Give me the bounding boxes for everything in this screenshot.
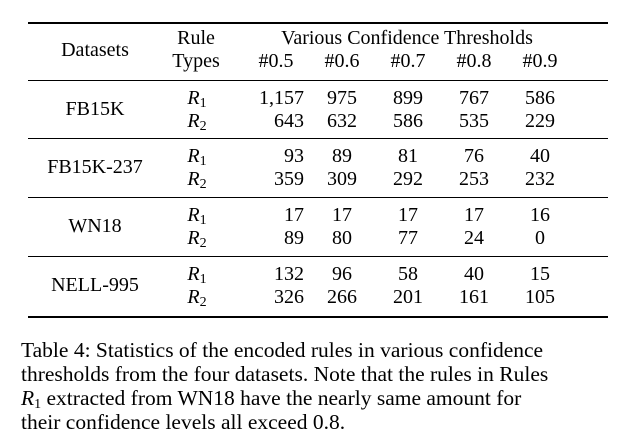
table-cell: 93 <box>284 145 304 167</box>
header-rule <box>28 80 608 81</box>
table-cell: 309 <box>327 168 357 190</box>
caption-line: R1 extracted from WN18 have the nearly s… <box>21 386 522 412</box>
table-cell: 105 <box>525 286 555 308</box>
caption-line: Table 4: Statistics of the encoded rules… <box>21 338 544 362</box>
rule-type: R1 <box>187 263 207 287</box>
table-cell: 16 <box>530 204 550 226</box>
table-cell: 40 <box>530 145 550 167</box>
table-cell: 643 <box>274 110 304 132</box>
table-cell: 359 <box>274 168 304 190</box>
group-rule <box>28 197 608 198</box>
table-cell: 586 <box>525 87 555 109</box>
header-threshold: #0.7 <box>390 50 426 72</box>
dataset-name: FB15K <box>65 98 125 120</box>
table-cell: 266 <box>327 286 357 308</box>
table-cell: 767 <box>459 87 489 109</box>
table-cell: 132 <box>274 263 304 285</box>
rule-type: R1 <box>187 204 207 228</box>
caption-math-symbol: R1 <box>21 386 42 412</box>
table-cell: 40 <box>464 263 484 285</box>
header-rule-types-line1: Rule <box>177 27 215 49</box>
caption-line: their confidence levels all exceed 0.8. <box>21 410 346 434</box>
table-cell: 76 <box>464 145 484 167</box>
header-threshold: #0.8 <box>456 50 492 72</box>
table-cell: 89 <box>284 227 304 249</box>
table-cell: 15 <box>530 263 550 285</box>
table-cell: 17 <box>332 204 352 226</box>
caption-line: thresholds from the four datasets. Note … <box>21 362 549 386</box>
table-cell: 89 <box>332 145 352 167</box>
table-cell: 899 <box>393 87 423 109</box>
table-cell: 201 <box>393 286 423 308</box>
table-bottom-rule <box>28 316 608 318</box>
table-cell: 24 <box>464 227 484 249</box>
rule-type: R2 <box>187 227 207 251</box>
table-cell: 632 <box>327 110 357 132</box>
rule-type: R2 <box>187 168 207 192</box>
group-rule <box>28 256 608 257</box>
table-cell: 326 <box>274 286 304 308</box>
table-cell: 586 <box>393 110 423 132</box>
table-cell: 229 <box>525 110 555 132</box>
rule-type: R2 <box>187 110 207 134</box>
table-cell: 232 <box>525 168 555 190</box>
table-cell: 17 <box>284 204 304 226</box>
table-cell: 975 <box>327 87 357 109</box>
table-cell: 96 <box>332 263 352 285</box>
header-threshold: #0.9 <box>522 50 558 72</box>
table-cell: 161 <box>459 286 489 308</box>
group-rule <box>28 138 608 139</box>
table-cell: 253 <box>459 168 489 190</box>
table-cell: 81 <box>398 145 418 167</box>
table-cell: 58 <box>398 263 418 285</box>
rule-type: R1 <box>187 87 207 111</box>
header-rule-types-line2: Types <box>172 50 220 72</box>
header-threshold: #0.6 <box>324 50 360 72</box>
rule-type: R1 <box>187 145 207 169</box>
table-top-rule <box>28 22 608 24</box>
dataset-name: FB15K-237 <box>47 156 143 178</box>
statistics-table: Datasets Rule Types Various Confidence T… <box>28 22 608 318</box>
table-cell: 17 <box>464 204 484 226</box>
table-cell: 17 <box>398 204 418 226</box>
header-various-confidence-thresholds: Various Confidence Thresholds <box>281 27 533 49</box>
table-cell: 1,157 <box>259 87 304 109</box>
table-cell: 292 <box>393 168 423 190</box>
dataset-name: WN18 <box>68 215 122 237</box>
table-cell: 0 <box>535 227 545 249</box>
header-threshold: #0.5 <box>258 50 294 72</box>
table-cell: 77 <box>398 227 418 249</box>
header-datasets: Datasets <box>61 39 129 61</box>
table-cell: 80 <box>332 227 352 249</box>
rule-type: R2 <box>187 286 207 310</box>
dataset-name: NELL-995 <box>51 274 139 296</box>
table-caption: Table 4: Statistics of the encoded rules… <box>21 338 621 434</box>
table-cell: 535 <box>459 110 489 132</box>
